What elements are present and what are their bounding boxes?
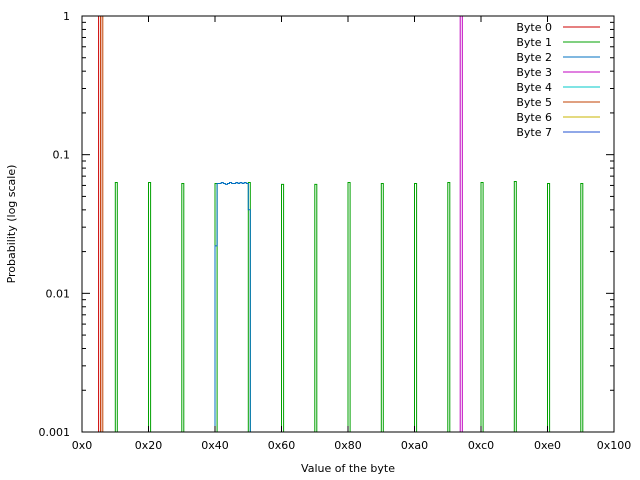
x-axis-label: Value of the byte (301, 462, 395, 475)
legend-label: Byte 4 (516, 81, 552, 94)
data-bar (148, 182, 152, 432)
data-bar (181, 183, 185, 432)
series-byte-5 (100, 15, 104, 432)
y-tick-label: 0.001 (39, 426, 71, 439)
legend-item: Byte 0 (516, 21, 600, 34)
legend-label: Byte 6 (516, 111, 552, 124)
data-bar (281, 183, 285, 432)
y-axis: 0.001 0.01 0.1 1 (39, 10, 614, 439)
legend-label: Byte 0 (516, 21, 552, 34)
x-tick-label: 0xa0 (401, 439, 428, 452)
data-bar (214, 182, 251, 432)
x-tick-label: 0x20 (135, 439, 163, 452)
x-tick-label: 0x40 (201, 439, 229, 452)
data-bar (459, 15, 463, 432)
data-bar (580, 183, 584, 432)
legend-label: Byte 2 (516, 51, 552, 64)
x-tick-label: 0x60 (268, 439, 296, 452)
data-bar (347, 182, 351, 432)
y-tick-label: 0.01 (46, 287, 71, 300)
series-byte-1 (114, 181, 584, 432)
legend-label: Byte 1 (516, 36, 552, 49)
x-axis: 0x0 0x20 0x40 0x60 0x80 0xa0 0xc0 0xe0 0x100 (72, 16, 632, 452)
x-tick-label: 0x0 (72, 439, 93, 452)
legend-label: Byte 5 (516, 96, 552, 109)
series-byte-2 (214, 182, 251, 432)
data-bar (314, 183, 318, 432)
data-bar (480, 182, 484, 432)
series-byte-3 (459, 15, 463, 432)
data-bar (380, 183, 384, 432)
legend-item: Byte 5 (516, 96, 600, 109)
data-bar (414, 183, 418, 432)
legend-item: Byte 7 (516, 126, 600, 139)
x-tick-label: 0x80 (334, 439, 362, 452)
legend-item: Byte 1 (516, 36, 600, 49)
x-tick-label: 0xe0 (534, 439, 561, 452)
x-tick-label: 0xc0 (468, 439, 494, 452)
legend-item: Byte 6 (516, 111, 600, 124)
legend-item: Byte 4 (516, 81, 600, 94)
legend: Byte 0 Byte 1 Byte 2 Byte 3 Byte 4 Byte 5 Byte… (516, 21, 600, 139)
data-bar (513, 181, 517, 432)
data-bar (547, 183, 551, 432)
x-tick-label: 0x100 (597, 439, 632, 452)
legend-item: Byte 3 (516, 66, 600, 79)
plot-marks (98, 15, 584, 432)
legend-label: Byte 7 (516, 126, 552, 139)
legend-label: Byte 3 (516, 66, 552, 79)
data-bar (114, 182, 118, 432)
data-bar (447, 182, 451, 432)
y-tick-label: 1 (63, 10, 70, 23)
y-axis-label: Probability (log scale) (5, 165, 18, 284)
data-bar (100, 15, 104, 432)
y-tick-label: 0.1 (53, 149, 71, 162)
legend-item: Byte 2 (516, 51, 600, 64)
